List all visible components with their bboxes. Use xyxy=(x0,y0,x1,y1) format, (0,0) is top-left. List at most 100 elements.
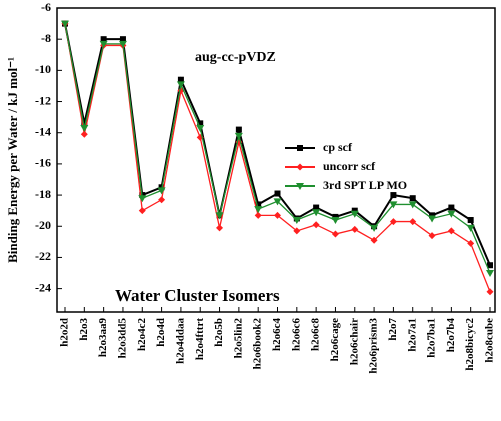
y-tick-label: -16 xyxy=(35,156,51,170)
x-tick-label: h2o4ddaa xyxy=(174,318,186,364)
marker xyxy=(351,207,358,214)
marker xyxy=(292,217,301,225)
marker xyxy=(99,40,108,48)
y-tick-label: -10 xyxy=(35,62,51,76)
x-tick-label: h2o6cage xyxy=(329,318,341,362)
marker xyxy=(196,125,205,133)
y-tick-label: -8 xyxy=(41,31,51,45)
marker xyxy=(409,195,416,202)
marker xyxy=(197,120,204,127)
marker xyxy=(389,201,398,209)
marker xyxy=(215,212,224,220)
marker xyxy=(428,215,437,223)
marker xyxy=(80,125,89,133)
marker xyxy=(118,40,127,48)
y-tick-label: -22 xyxy=(35,249,51,263)
y-tick-label: -24 xyxy=(35,280,51,294)
marker xyxy=(81,120,88,127)
x-tick-label: h2o6book2 xyxy=(252,318,264,370)
x-tick-label: h2o8cube xyxy=(484,318,496,363)
x-tick-label: h2o4fttrt xyxy=(194,318,206,360)
marker xyxy=(351,225,359,233)
legend-label: cp scf xyxy=(323,140,353,154)
marker xyxy=(429,212,436,219)
plot-frame xyxy=(56,7,496,313)
x-tick-label: h2o8bicyc2 xyxy=(464,318,476,371)
y-tick-label: -12 xyxy=(35,93,51,107)
y-tick-label: -6 xyxy=(41,0,51,14)
marker xyxy=(408,201,417,209)
x-tick-label: h2o3aa9 xyxy=(97,318,109,358)
marker xyxy=(274,211,281,219)
marker xyxy=(448,204,455,211)
marker xyxy=(235,126,242,133)
marker xyxy=(350,210,359,218)
x-tick-label: h2o5lin2 xyxy=(232,318,244,359)
marker xyxy=(138,195,147,203)
x-tick-label: h2o7b4 xyxy=(445,318,457,353)
marker xyxy=(487,262,493,269)
x-tick-label: h2o6c6 xyxy=(290,318,302,352)
marker xyxy=(176,81,185,89)
marker xyxy=(466,224,475,232)
marker xyxy=(255,201,262,208)
x-tick-label: h2o2d xyxy=(59,318,71,347)
marker xyxy=(313,204,320,211)
marker xyxy=(467,239,475,247)
marker xyxy=(296,183,304,190)
x-tick-label: h2o3 xyxy=(78,318,90,341)
x-tick-label: h2o6prism3 xyxy=(368,318,380,374)
marker xyxy=(216,224,224,232)
marker xyxy=(331,217,340,225)
marker xyxy=(409,218,417,226)
marker xyxy=(486,288,494,296)
marker xyxy=(428,232,436,240)
marker xyxy=(486,270,494,278)
marker xyxy=(254,206,263,214)
legend-label: uncorr scf xyxy=(323,159,376,173)
x-tick-label: h2o6c4 xyxy=(271,318,283,352)
marker xyxy=(100,36,107,43)
marker xyxy=(467,217,474,224)
marker xyxy=(312,221,320,229)
legend-label: 3rd SPT LP MO xyxy=(323,178,407,192)
series-line xyxy=(64,23,491,274)
marker xyxy=(389,218,397,226)
marker xyxy=(370,224,379,232)
marker xyxy=(273,198,282,206)
y-tick-label: -14 xyxy=(35,124,51,138)
x-tick-label: h2o7 xyxy=(387,318,399,341)
marker xyxy=(234,132,243,140)
annotation: Water Cluster Isomers xyxy=(115,286,280,305)
marker xyxy=(119,36,126,43)
marker xyxy=(331,230,339,238)
marker xyxy=(447,227,455,235)
x-tick-label: h2o5b xyxy=(213,318,225,347)
x-tick-label: h2o6chair xyxy=(348,318,360,365)
marker xyxy=(158,196,166,204)
marker xyxy=(138,207,146,215)
marker xyxy=(332,213,339,220)
annotation: aug-cc-pVDZ xyxy=(195,50,276,65)
marker xyxy=(254,211,262,219)
y-tick-label: -18 xyxy=(35,187,51,201)
marker xyxy=(177,76,184,83)
marker xyxy=(157,187,166,195)
x-tick-label: h2o3dd5 xyxy=(116,318,128,359)
marker xyxy=(312,209,321,217)
marker xyxy=(370,236,378,244)
x-tick-label: h2o4c2 xyxy=(136,318,148,352)
x-tick-label: h2o4d xyxy=(155,318,167,347)
marker xyxy=(274,190,281,197)
x-tick-label: h2o6c8 xyxy=(310,318,322,352)
series-line xyxy=(64,23,491,266)
marker xyxy=(293,227,301,235)
marker xyxy=(447,210,456,218)
marker xyxy=(80,130,88,138)
marker xyxy=(61,20,69,28)
x-tick-label: h2o7ba1 xyxy=(426,318,438,358)
x-tick-label: h2o7a1 xyxy=(406,318,418,352)
marker xyxy=(296,163,304,171)
